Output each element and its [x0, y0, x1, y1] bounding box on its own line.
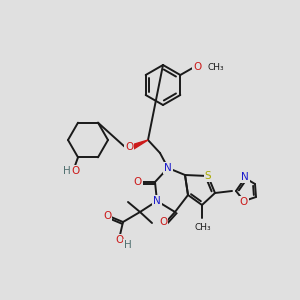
- Text: O: O: [240, 197, 248, 207]
- Text: O: O: [125, 142, 133, 152]
- Text: S: S: [205, 171, 211, 181]
- Text: O: O: [134, 177, 142, 187]
- Polygon shape: [133, 140, 148, 149]
- Text: N: N: [153, 196, 161, 206]
- Text: H: H: [63, 166, 71, 176]
- Text: CH₃: CH₃: [195, 223, 211, 232]
- Text: O: O: [159, 217, 167, 227]
- Text: O: O: [116, 235, 124, 245]
- Text: N: N: [164, 163, 172, 173]
- Text: O: O: [72, 166, 80, 176]
- Text: O: O: [103, 211, 111, 221]
- Text: N: N: [241, 172, 249, 182]
- Text: CH₃: CH₃: [207, 62, 224, 71]
- Text: H: H: [124, 240, 132, 250]
- Text: O: O: [193, 62, 201, 72]
